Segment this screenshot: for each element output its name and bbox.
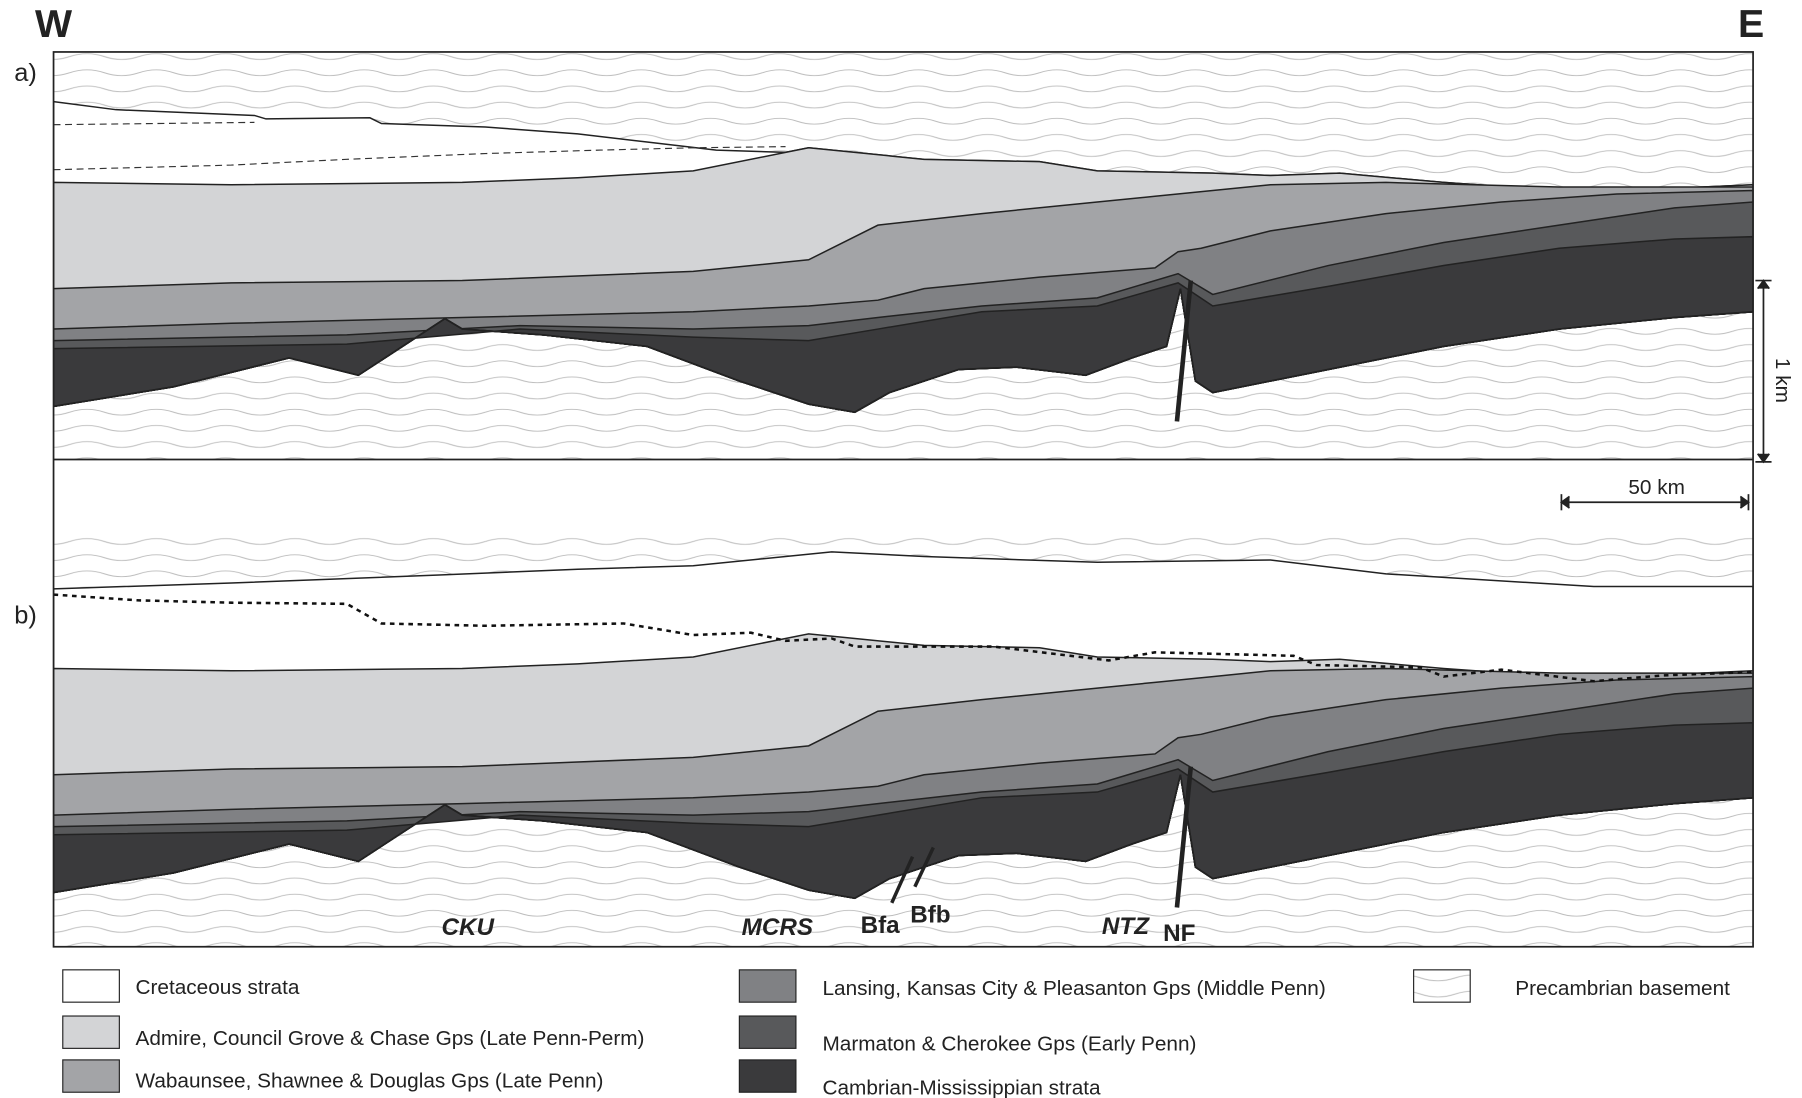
- annotation: NF: [1163, 920, 1195, 947]
- annotation: Bfb: [910, 902, 950, 929]
- vertical-scale-label: 1 km: [1771, 358, 1794, 403]
- cross-section-figure: W E a) b) 1 km 50 km CKU MCRS Bfa Bfb NT…: [0, 0, 1802, 1098]
- legend-label: Wabaunsee, Shawnee & Douglas Gps (Late P…: [136, 1070, 604, 1093]
- east-label: E: [1738, 2, 1764, 46]
- annotation: MCRS: [742, 914, 813, 941]
- annotation: CKU: [441, 914, 494, 941]
- annotation: NTZ: [1102, 913, 1150, 940]
- legend-label: Cretaceous strata: [136, 976, 300, 999]
- legend-label: Precambrian basement: [1515, 977, 1730, 1000]
- panel-label: a): [14, 59, 37, 87]
- legend-label: Marmaton & Cherokee Gps (Early Penn): [822, 1033, 1196, 1056]
- legend-label: Lansing, Kansas City & Pleasanton Gps (M…: [822, 977, 1325, 1000]
- legend-label: Cambrian-Mississippian strata: [822, 1077, 1101, 1098]
- section-a: [54, 46, 1754, 531]
- vertical-scale: [1755, 281, 1771, 462]
- legend-label: Admire, Council Grove & Chase Gps (Late …: [136, 1027, 645, 1050]
- horizontal-scale-label: 50 km: [1628, 476, 1685, 499]
- west-label: W: [35, 2, 72, 46]
- panel-label: b): [14, 601, 37, 629]
- annotation: Bfa: [861, 912, 901, 939]
- legend: Cretaceous strata Admire, Council Grove …: [63, 970, 1730, 1098]
- section-b: [54, 532, 1754, 1017]
